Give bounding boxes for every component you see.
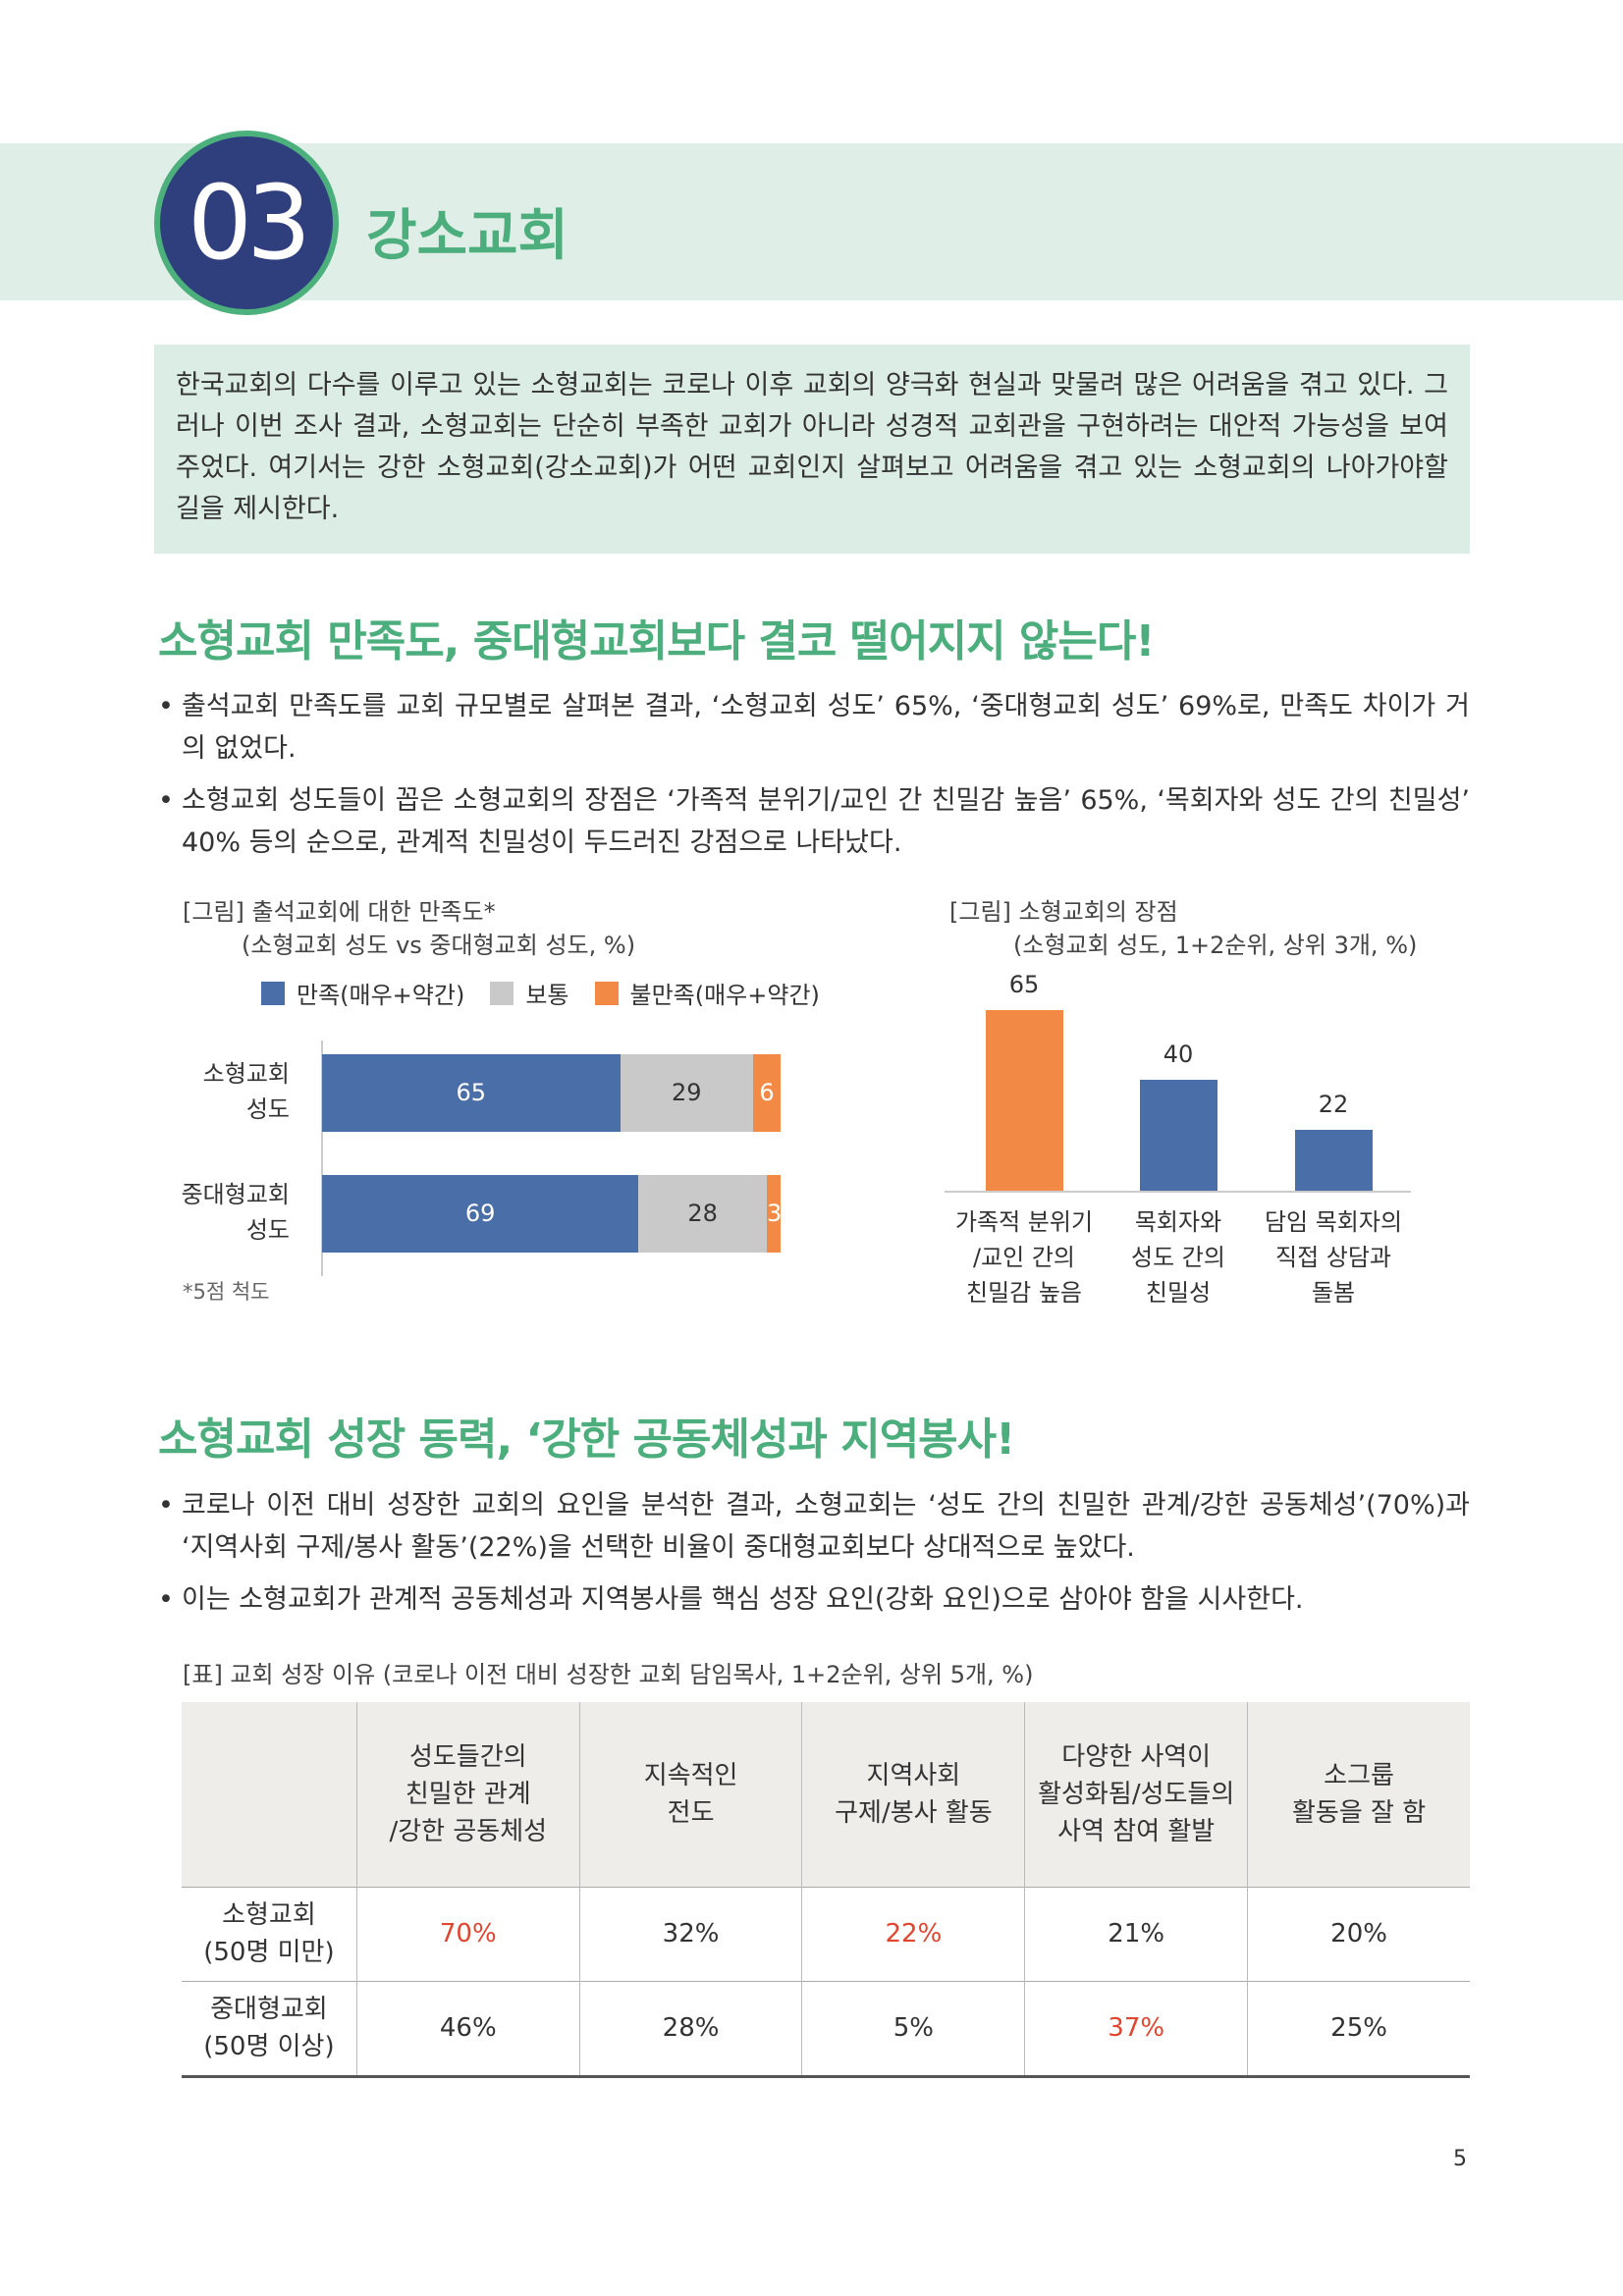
bar-segment <box>322 1175 639 1253</box>
legend-label: 보통 <box>525 982 569 1009</box>
section-title: 소형교회 만족도, 중대형교회보다 결코 떨어지지 않는다! <box>158 616 1155 667</box>
value-label: 22 <box>1318 1090 1349 1118</box>
table-cell: 46% <box>356 1981 580 2076</box>
chapter-title: 강소교회 <box>366 204 569 268</box>
bullets: 출석교회 만족도를 교회 규모별로 살펴본 결과, ‘소형교회 성도’ 65%,… <box>158 685 1470 874</box>
bullet: 이는 소형교회가 관계적 공동체성과 지역봉사를 핵심 성장 요인(강화 요인)… <box>158 1578 1470 1621</box>
value-label: 6 <box>759 1079 775 1106</box>
chart-title: [그림] 출석교회에 대한 만족도* <box>183 898 496 926</box>
baseline <box>945 1191 1411 1193</box>
table-cell: 21% <box>1024 1887 1249 1981</box>
row-label: 중대형교회 (50명 이상) <box>182 1981 357 2076</box>
table-cell: 28% <box>579 1981 803 2076</box>
category-label: 담임 목회자의 직접 상담과 돌봄 <box>1264 1208 1403 1307</box>
category-label: 가족적 분위기 /교인 간의 친밀감 높음 <box>954 1208 1094 1307</box>
bar-segment <box>752 1054 781 1132</box>
category-label: 목회자와 성도 간의 친밀성 <box>1131 1208 1225 1307</box>
chart-subtitle: (소형교회 성도, 1+2순위, 상위 3개, %) <box>1013 932 1418 959</box>
legend-swatch <box>261 981 285 1005</box>
bullet: 출석교회 만족도를 교회 규모별로 살펴본 결과, ‘소형교회 성도’ 65%,… <box>158 685 1470 770</box>
category-label: 중대형교회 성도 <box>181 1181 290 1244</box>
chart-title: [그림] 소형교회의 장점 <box>949 898 1178 926</box>
value-label: 65 <box>456 1079 487 1106</box>
table-cell: 37% <box>1024 1981 1249 2076</box>
column-header: 지속적인 전도 <box>579 1702 803 1887</box>
bar <box>1294 1129 1373 1191</box>
page-number: 5 <box>1453 2147 1467 2171</box>
table-row: 중대형교회 (50명 이상) 46% 28% 5% 37% 25% <box>182 1981 1470 2076</box>
value-label: 40 <box>1163 1040 1194 1068</box>
table-caption: [표] 교회 성장 이유 (코로나 이전 대비 성장한 교회 담임목사, 1+2… <box>183 1661 1034 1688</box>
value-label: 3 <box>766 1200 783 1227</box>
table-cell: 20% <box>1330 1919 1387 1949</box>
table-header-row: 성도들간의 친밀한 관계 /강한 공동체성 지속적인 전도 지역사회 구제/봉사 활… <box>182 1702 1470 1887</box>
legend-swatch <box>594 981 619 1005</box>
bullets: 코로나 이전 대비 성장한 교회의 요인을 분석한 결과, 소형교회는 ‘성도 … <box>158 1484 1470 1630</box>
value-label: 65 <box>1008 971 1040 999</box>
table-cell: 70% <box>356 1887 580 1981</box>
bar <box>1139 1079 1217 1191</box>
chapter-number: 03 <box>154 131 339 315</box>
intro: 한국교회의 다수를 이루고 있는 소형교회는 코로나 이후 교회의 양극화 현실… <box>154 345 1470 554</box>
legend-label: 불만족(매우+약간) <box>629 982 820 1009</box>
value-label: 29 <box>671 1079 702 1106</box>
column-header: 다양한 사역이 활성화됨/성도들의 사역 참여 활발 <box>1024 1702 1249 1887</box>
table-cell: 25% <box>1330 2013 1387 2043</box>
value-label: 28 <box>687 1200 718 1227</box>
annotation: *5점 척도 <box>183 1280 270 1304</box>
column-header: 소그룹 활동을 잘 함 <box>1291 1760 1427 1828</box>
table: 성도들간의 친밀한 관계 /강한 공동체성 지속적인 전도 지역사회 구제/봉사 활… <box>182 1702 1470 2078</box>
table-cell: 5% <box>801 1981 1026 2076</box>
section-title: 소형교회 성장 동력, ‘강한 공동체성과 지역봉사! <box>158 1415 1015 1465</box>
legend-label: 만족(매우+약간) <box>297 982 465 1009</box>
table-corner <box>182 1702 357 1887</box>
bar-segment <box>638 1175 767 1253</box>
bar <box>985 1010 1063 1191</box>
legend-swatch <box>490 981 514 1005</box>
legend: 만족(매우+약간) 보통 불만족(매우+약간) <box>261 976 820 1010</box>
chart-subtitle: (소형교회 성도 vs 중대형교회 성도, %) <box>242 932 636 959</box>
table-row: 소형교회 (50명 미만) 70% 32% 22% 21% 20% <box>182 1887 1470 1981</box>
bar-segment <box>322 1054 621 1132</box>
row-label: 소형교회 (50명 미만) <box>182 1887 357 1981</box>
table-cell: 22% <box>801 1887 1026 1981</box>
bar-segment <box>620 1054 753 1132</box>
column-header: 성도들간의 친밀한 관계 /강한 공동체성 <box>356 1702 580 1887</box>
bar-segment <box>766 1175 781 1253</box>
axis-line <box>321 1041 323 1276</box>
category-label: 소형교회 성도 <box>202 1060 290 1123</box>
bullet: 코로나 이전 대비 성장한 교회의 요인을 분석한 결과, 소형교회는 ‘성도 … <box>158 1484 1470 1569</box>
column-header: 지역사회 구제/봉사 활동 <box>801 1702 1026 1887</box>
table-cell: 32% <box>579 1887 803 1981</box>
value-label: 69 <box>464 1200 496 1227</box>
bullet: 소형교회 성도들이 꼽은 소형교회의 장점은 ‘가족적 분위기/교인 간 친밀감… <box>158 779 1470 864</box>
